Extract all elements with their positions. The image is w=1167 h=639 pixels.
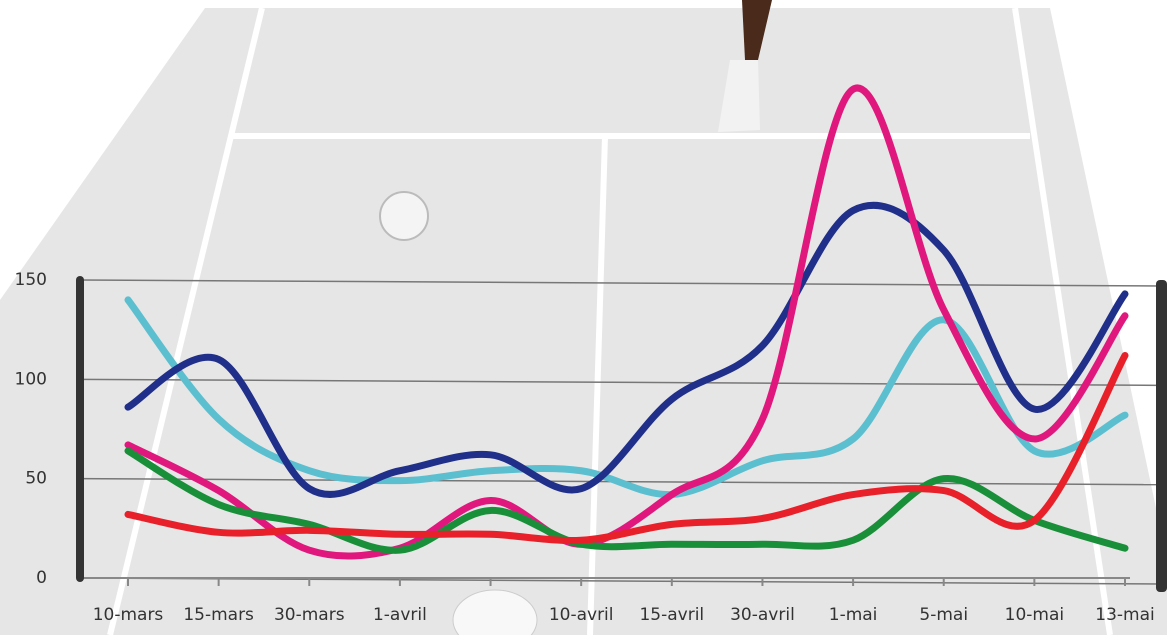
axis-bar	[1156, 280, 1167, 592]
x-tick-label: 5-mai	[919, 605, 968, 625]
x-tick-label: 1-mai	[829, 605, 878, 625]
court	[0, 8, 1167, 635]
x-tick-label: 1-avril	[373, 605, 427, 625]
x-tick-label: 30-avril	[730, 605, 795, 625]
x-tick-label: 15-mars	[183, 605, 254, 625]
y-tick-label: 50	[25, 469, 47, 489]
player-leg	[742, 0, 772, 60]
x-tick-label: 13-mai	[1095, 605, 1154, 625]
axis-bar	[76, 276, 84, 582]
ball	[452, 589, 538, 639]
x-tick-label: 10-mars	[93, 605, 164, 625]
series-line	[124, 351, 1129, 545]
series-line	[124, 84, 1129, 560]
y-tick-label: 150	[15, 270, 47, 290]
y-tick-label: 0	[36, 568, 47, 588]
y-tick-label: 100	[15, 369, 47, 389]
ball	[379, 191, 429, 241]
x-tick-label: 30-mars	[274, 605, 345, 625]
court-lines	[107, 7, 1113, 636]
x-tick-label: 15-avril	[639, 605, 704, 625]
series-line	[124, 201, 1129, 498]
player-shoe	[718, 60, 760, 132]
series-line	[124, 447, 1129, 554]
x-tick-label: 10-mai	[1005, 605, 1064, 625]
x-tick-label: 10-avril	[549, 605, 614, 625]
grid-line	[79, 279, 1161, 287]
